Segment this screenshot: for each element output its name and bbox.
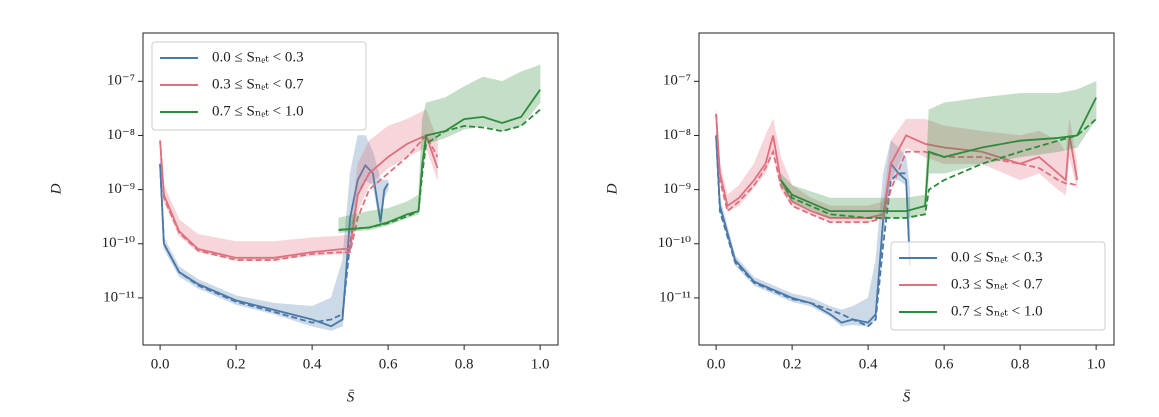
band-segment: [753, 135, 766, 189]
band-segment: [1057, 139, 1066, 196]
band-segment: [387, 118, 408, 169]
band-segment: [791, 184, 831, 219]
legend-label: 0.0 ≤ Sₙₑₜ < 0.3: [951, 249, 1043, 265]
band-segment: [311, 297, 332, 331]
x-axis-label: S̄: [347, 389, 355, 405]
panel: 0.0 0.2 0.4 0.6 0.8 1.0 10⁻¹¹ 10⁻¹⁰ 10⁻⁹ 10⁻⁸ 10⁻⁷…: [48, 32, 559, 405]
plot-area: [159, 64, 541, 331]
x-tick-label: 1.0: [531, 356, 550, 372]
legend: 0.0 ≤ Sₙₑₜ < 0.3 0.3 ≤ Sₙₑₜ < 0.7 0.7 ≤ Sₙ…: [890, 241, 1106, 331]
band-segment: [867, 260, 876, 327]
band-segment: [905, 118, 926, 158]
band-segment: [406, 109, 427, 158]
y-tick-label: 10⁻¹¹: [659, 289, 691, 305]
x-axis-label: S̄: [903, 389, 911, 405]
band-segment: [867, 197, 907, 219]
y-tick-label: 10⁻¹¹: [103, 289, 135, 305]
y-axis-label: D: [604, 183, 620, 195]
line: [779, 97, 1097, 213]
y-tick-label: 10⁻¹⁰: [658, 235, 691, 251]
legend-box: [890, 241, 1106, 331]
band: [159, 109, 438, 261]
y-tick-label: 10⁻⁸: [663, 127, 691, 143]
y-axis-label: D: [48, 183, 64, 195]
y-tick-label: 10⁻⁹: [663, 181, 691, 197]
line: [159, 163, 389, 328]
line: [159, 134, 439, 259]
x-tick-label: 0.0: [707, 356, 726, 372]
axes-frame: [698, 32, 1115, 346]
band-segment: [1057, 89, 1078, 153]
dashed-line: [338, 108, 541, 231]
band-segment: [829, 197, 869, 219]
y-tick-label: 10⁻⁷: [107, 73, 135, 89]
band-segment: [981, 130, 1021, 181]
dashed-line: [715, 113, 1078, 224]
x-tick-label: 0.6: [935, 356, 954, 372]
band-segment: [342, 233, 351, 255]
panel: 0.0 0.2 0.4 0.6 0.8 1.0 10⁻¹¹ 10⁻¹⁰ 10⁻⁹ 10⁻⁸ 10⁻⁷…: [604, 32, 1115, 405]
band: [715, 131, 911, 327]
line: [338, 89, 541, 231]
x-tick-label: 0.2: [227, 356, 246, 372]
band: [338, 64, 541, 233]
band-segment: [330, 259, 343, 331]
legend-label: 0.7 ≤ Sₙₑₜ < 1.0: [212, 103, 304, 119]
band-segment: [1019, 93, 1059, 158]
x-tick-label: 0.4: [303, 356, 322, 372]
y-tick-label: 10⁻¹⁰: [102, 235, 135, 251]
x-tick-label: 0.2: [783, 356, 802, 372]
x-tick-label: 0.8: [455, 356, 474, 372]
band-segment: [1076, 80, 1097, 149]
x-tick-label: 0.4: [859, 356, 878, 372]
dashed-line: [159, 133, 439, 261]
band-segment: [981, 93, 1021, 165]
line: [715, 135, 911, 324]
band-segment: [482, 76, 503, 132]
legend-label: 0.0 ≤ Sₙₑₜ < 0.3: [212, 49, 304, 65]
band-segment: [943, 97, 983, 174]
legend-label: 0.7 ≤ Sₙₑₜ < 1.0: [951, 303, 1043, 319]
legend-box: [151, 41, 367, 131]
dashed-line: [159, 163, 367, 324]
legend-label: 0.3 ≤ Sₙₑₜ < 0.7: [951, 276, 1043, 292]
band-segment: [368, 125, 389, 186]
x-tick-label: 1.0: [1087, 356, 1106, 372]
band-segment: [444, 86, 465, 139]
y-tick-label: 10⁻⁹: [107, 181, 135, 197]
plot-area: [715, 80, 1097, 328]
y-tick-label: 10⁻⁷: [663, 73, 691, 89]
band: [780, 80, 1097, 219]
legend-label: 0.3 ≤ Sₙₑₜ < 0.7: [212, 76, 304, 92]
x-tick-label: 0.8: [1011, 356, 1030, 372]
band-segment: [357, 140, 370, 212]
x-tick-label: 0.0: [151, 356, 170, 372]
axes-frame: [142, 32, 559, 346]
x-tick-label: 0.6: [379, 356, 398, 372]
dashed-line: [779, 118, 1097, 219]
band-segment: [738, 162, 755, 207]
y-tick-label: 10⁻⁸: [107, 127, 135, 143]
band-segment: [463, 76, 484, 130]
band-segment: [928, 102, 945, 174]
band-segment: [852, 297, 869, 327]
legend: 0.0 ≤ Sₙₑₜ < 0.3 0.3 ≤ Sₙₑₜ < 0.7 0.7 ≤ Sₙ…: [151, 41, 367, 131]
